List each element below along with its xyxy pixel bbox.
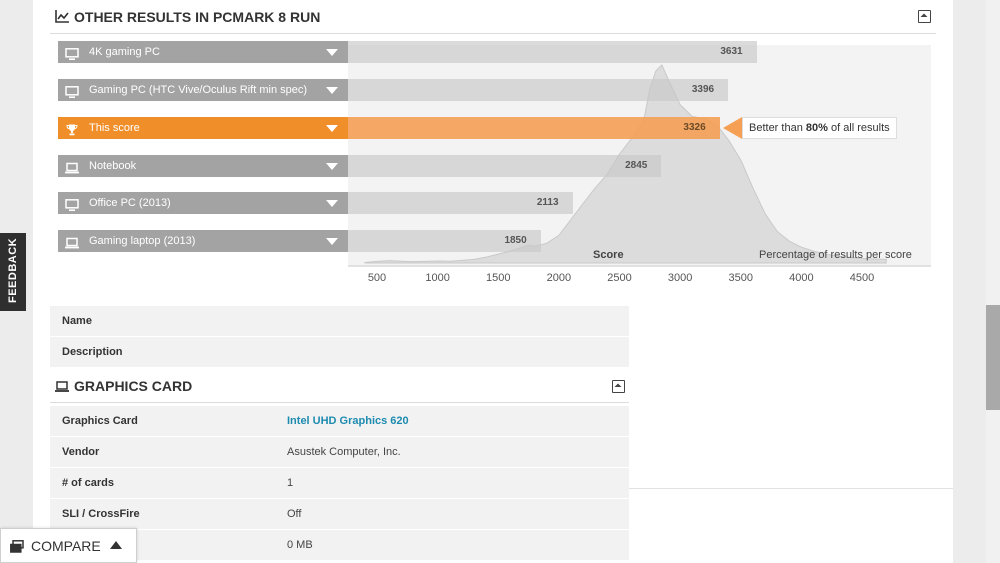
compare-button[interactable]: COMPARE xyxy=(0,528,137,563)
score-bar: 1850 xyxy=(348,230,541,252)
comparison-row-selector[interactable]: Gaming laptop (2013) xyxy=(58,230,348,252)
callout-percent: 80% xyxy=(805,122,828,134)
feedback-label: FEEDBACK xyxy=(7,237,19,303)
graphics-card-row: SLI / CrossFire Off xyxy=(50,499,629,529)
graphics-card-row-value: Asustek Computer, Inc. xyxy=(287,446,401,458)
score-bar: 3326 xyxy=(348,117,720,139)
compare-icon xyxy=(10,540,24,553)
graphics-card-row: Vendor Asustek Computer, Inc. xyxy=(50,437,629,467)
comparison-row-label: This score xyxy=(89,122,140,134)
feedback-tab[interactable]: FEEDBACK xyxy=(0,233,26,311)
graphics-card-row-key: SLI / CrossFire xyxy=(62,508,140,520)
comparison-row-label: Office PC (2013) xyxy=(89,197,171,209)
graphics-card-row-key: Vendor xyxy=(62,446,100,458)
x-axis-tick-label: 500 xyxy=(367,272,387,284)
x-axis-tick-label: 1500 xyxy=(486,272,511,284)
desktop-icon xyxy=(65,46,79,60)
score-value: 3631 xyxy=(720,46,743,57)
comparison-row-label: Gaming PC (HTC Vive/Oculus Rift min spec… xyxy=(89,84,308,96)
score-value: 2845 xyxy=(625,160,648,171)
x-axis-tick-label: 2500 xyxy=(607,272,632,284)
score-value: 3326 xyxy=(683,122,706,133)
score-bar: 2845 xyxy=(348,155,662,177)
callout-arrow xyxy=(723,117,742,139)
description-row: Description xyxy=(50,337,629,367)
name-label: Name xyxy=(62,315,92,327)
score-bar: 3631 xyxy=(348,41,757,63)
laptop-icon xyxy=(65,160,79,174)
score-bar: 3396 xyxy=(348,79,729,101)
scrollbar[interactable] xyxy=(986,0,1000,563)
x-axis-tick-label: 4000 xyxy=(789,272,814,284)
graphics-card-collapse-button[interactable] xyxy=(612,380,625,393)
graphics-card-row-key: # of cards xyxy=(62,477,114,489)
callout-text: Better than 80% of all results xyxy=(742,117,897,139)
graphics-card-row-value: 1 xyxy=(287,477,294,489)
trophy-icon xyxy=(65,122,79,136)
score-bar: 2113 xyxy=(348,192,573,214)
callout-prefix: Better than xyxy=(749,122,806,134)
x-axis-tick-label: 1000 xyxy=(425,272,450,284)
dropdown-caret-icon[interactable] xyxy=(326,49,338,56)
comparison-row-label: 4K gaming PC xyxy=(89,46,160,58)
score-value: 2113 xyxy=(536,197,559,208)
laptop-icon xyxy=(65,235,79,249)
collapse-button[interactable] xyxy=(918,10,931,23)
graphics-card-row-key: Graphics Card xyxy=(62,415,138,427)
dropdown-caret-icon[interactable] xyxy=(326,200,338,207)
comparison-row-selector[interactable]: 4K gaming PC xyxy=(58,41,348,63)
graphics-card-header: GRAPHICS CARD xyxy=(50,370,629,403)
comparison-row-label: Gaming laptop (2013) xyxy=(89,235,196,247)
dropdown-caret-icon[interactable] xyxy=(326,87,338,94)
other-results-panel: OTHER RESULTS IN PCMARK 8 RUN 4K gaming … xyxy=(50,0,936,292)
compare-label: COMPARE xyxy=(31,538,101,554)
score-value: 1850 xyxy=(504,235,527,246)
results-header: OTHER RESULTS IN PCMARK 8 RUN xyxy=(50,0,936,34)
comparison-row-selector[interactable]: Notebook xyxy=(58,155,348,177)
x-axis-tick-label: 3500 xyxy=(728,272,753,284)
graphics-card-row: Graphics Card Intel UHD Graphics 620 xyxy=(50,406,629,436)
laptop-icon xyxy=(55,381,69,392)
chevron-up-icon xyxy=(110,541,122,549)
graphics-card-link[interactable]: Intel UHD Graphics 620 xyxy=(287,415,409,427)
x-axis-tick-label: 2000 xyxy=(546,272,572,284)
desktop-icon xyxy=(65,197,79,211)
graphics-card-row: # of cards 1 xyxy=(50,468,629,498)
comparison-row-selector[interactable]: This score xyxy=(58,117,348,139)
divider xyxy=(629,488,953,489)
description-label: Description xyxy=(62,346,123,358)
scrollbar-thumb[interactable] xyxy=(986,305,1000,410)
graphics-card-title: GRAPHICS CARD xyxy=(74,378,193,394)
comparison-row-label: Notebook xyxy=(89,160,137,172)
score-value: 3396 xyxy=(691,84,715,95)
dropdown-caret-icon[interactable] xyxy=(326,163,338,170)
line-chart-icon xyxy=(55,10,69,23)
percentile-callout: Better than 80% of all results xyxy=(723,117,897,139)
dropdown-caret-icon[interactable] xyxy=(326,238,338,245)
collapse-icon xyxy=(920,13,928,17)
graphics-card-row-value: 0 MB xyxy=(287,539,313,551)
x-axis-tick-label: 4500 xyxy=(849,272,875,284)
axis-note: Percentage of results per score xyxy=(759,249,912,261)
axis-title: Score xyxy=(593,249,624,261)
graphics-card-row-value: Off xyxy=(287,508,302,520)
comparison-row-selector[interactable]: Gaming PC (HTC Vive/Oculus Rift min spec… xyxy=(58,79,348,101)
dropdown-caret-icon[interactable] xyxy=(326,125,338,132)
callout-suffix: of all results xyxy=(827,122,890,134)
comparison-row-selector[interactable]: Office PC (2013) xyxy=(58,192,348,214)
name-row: Name xyxy=(50,306,629,336)
graphics-card-row: 0 MB xyxy=(50,530,629,560)
desktop-icon xyxy=(65,84,79,98)
collapse-icon xyxy=(614,383,622,387)
section-title: OTHER RESULTS IN PCMARK 8 RUN xyxy=(74,9,321,25)
x-axis-tick-label: 3000 xyxy=(667,272,693,284)
